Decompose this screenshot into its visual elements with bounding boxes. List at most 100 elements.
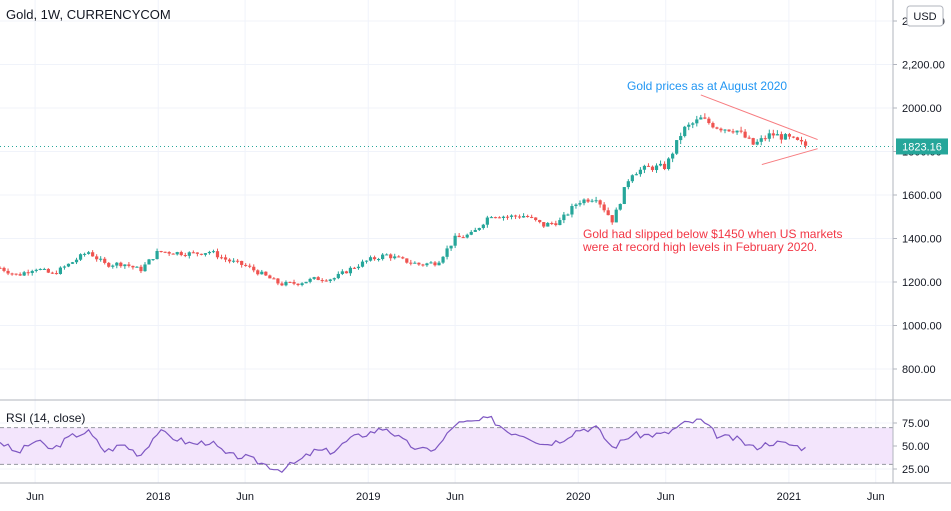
candle-body	[727, 129, 731, 132]
candle-body	[34, 269, 38, 271]
candle-body	[127, 264, 131, 266]
candle	[6, 268, 10, 276]
candle-body	[260, 271, 264, 275]
candle-body	[356, 266, 361, 269]
candle	[82, 252, 87, 257]
time-tick-label: 2019	[356, 491, 380, 503]
candle-body	[614, 209, 618, 223]
candle-body	[602, 204, 606, 211]
rsi-line	[0, 415, 806, 473]
candle-body	[787, 134, 792, 137]
time-tick-label: Jun	[657, 491, 675, 503]
candle-body	[364, 260, 369, 262]
candle	[191, 250, 195, 254]
candle	[457, 232, 461, 238]
candle	[312, 276, 316, 280]
last-price-label: 1823.16	[902, 141, 942, 153]
candle	[107, 262, 111, 268]
candle	[280, 281, 284, 287]
candle-body	[199, 253, 203, 255]
candle-body	[485, 217, 489, 225]
candle-body	[280, 283, 284, 286]
candle-body	[82, 253, 87, 255]
candle-body	[526, 216, 530, 218]
candle-body	[509, 215, 514, 217]
candle-body	[598, 200, 602, 205]
candle	[236, 258, 240, 264]
currency-label[interactable]: USD	[913, 11, 936, 23]
candle	[489, 215, 493, 219]
candle-body	[248, 265, 252, 267]
candle-body	[393, 256, 397, 259]
candle	[622, 187, 626, 205]
candle-body	[385, 254, 389, 256]
candle-body	[534, 217, 538, 221]
candle	[381, 253, 385, 261]
candle	[530, 214, 534, 219]
candle	[642, 164, 647, 174]
candle	[91, 250, 95, 257]
candle	[517, 214, 522, 219]
candle	[95, 254, 99, 262]
candle	[232, 258, 236, 263]
candle	[449, 245, 453, 251]
candle-body	[179, 252, 183, 256]
candle-body	[642, 165, 647, 170]
candle	[554, 220, 558, 227]
candle-body	[111, 265, 115, 267]
candle-body	[151, 259, 155, 261]
candle-body	[481, 224, 485, 229]
candle-body	[566, 214, 570, 216]
candle-body	[332, 278, 336, 280]
candle	[501, 215, 506, 221]
candle	[497, 216, 502, 219]
candle	[272, 277, 276, 280]
candle	[538, 219, 542, 224]
candle-body	[662, 163, 667, 169]
candle-body	[574, 204, 578, 207]
candle-body	[654, 165, 659, 171]
candle	[791, 136, 796, 139]
candle	[115, 261, 119, 269]
candle	[646, 163, 651, 167]
time-tick-label: 2018	[146, 491, 170, 503]
candle	[723, 129, 727, 134]
candle-body	[735, 130, 739, 133]
candle	[574, 203, 578, 209]
rsi-tick-label: 25.00	[902, 464, 930, 476]
price-axis[interactable]: 2,400.002,200.002000.001800.001600.00140…	[893, 16, 948, 376]
candle	[485, 215, 489, 228]
candle	[759, 135, 763, 146]
rsi-axis[interactable]: 75.00 50.00 25.00	[893, 418, 930, 476]
candle	[219, 254, 224, 260]
candle-body	[328, 279, 332, 281]
candle	[711, 121, 715, 129]
candle	[340, 269, 344, 276]
candle-body	[658, 163, 663, 166]
candle-body	[638, 169, 643, 175]
candle	[691, 122, 695, 129]
currency-badge[interactable]	[906, 5, 944, 27]
annotation-august-2020: Gold prices as at August 2020	[627, 79, 787, 93]
candle-body	[54, 273, 58, 275]
time-axis[interactable]: Jun 2018 Jun 2019 Jun 2020 Jun 2021 Jun	[26, 491, 884, 503]
candle	[747, 135, 751, 140]
candle	[727, 129, 731, 132]
candle	[606, 207, 610, 216]
candle-body	[360, 261, 365, 267]
candle	[377, 257, 381, 262]
candle-body	[372, 257, 377, 260]
candle	[187, 251, 191, 259]
candle-body	[308, 278, 312, 282]
rsi-series	[0, 415, 806, 473]
candle	[99, 256, 103, 262]
candle	[78, 253, 83, 261]
candle	[546, 221, 550, 227]
candle-body	[62, 266, 67, 268]
candle	[743, 129, 747, 139]
candle	[542, 222, 546, 228]
candle	[775, 130, 779, 136]
candle	[336, 271, 340, 280]
candle	[586, 198, 590, 203]
price-tick-label: 2000.00	[902, 103, 942, 115]
